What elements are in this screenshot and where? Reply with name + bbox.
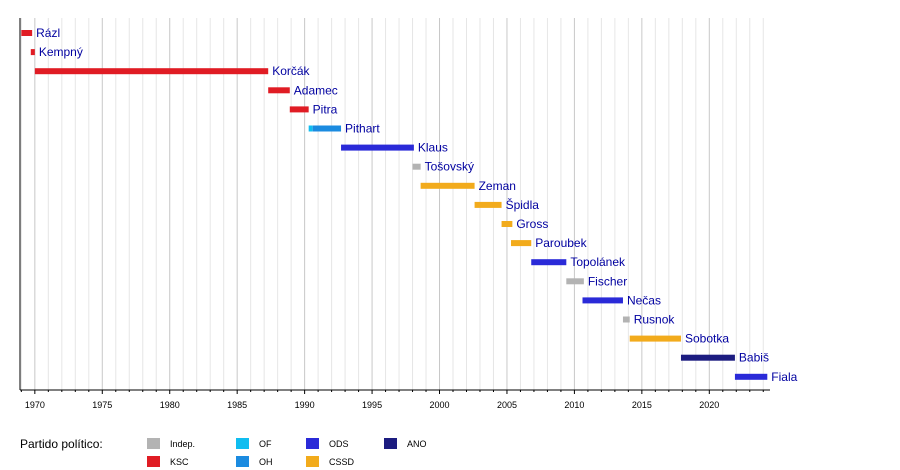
prime-minister-label: Tošovský	[425, 160, 474, 174]
legend-item: OF	[236, 438, 272, 449]
legend-swatch	[236, 456, 249, 467]
x-tick-label: 2005	[497, 400, 517, 410]
legend-item: ODS	[306, 438, 349, 449]
prime-minister-label: Topolánek	[570, 255, 626, 269]
legend-item: KSC	[147, 456, 189, 467]
x-tick-label: 2000	[429, 400, 449, 410]
legend-label: ODS	[329, 439, 349, 449]
prime-minister-label: Kempný	[39, 45, 83, 59]
prime-minister-label: Paroubek	[535, 236, 587, 250]
term-bar	[566, 278, 584, 285]
term-bar	[268, 87, 290, 94]
term-bar	[412, 163, 421, 170]
term-bar	[734, 373, 768, 380]
prime-minister-label: Adamec	[294, 83, 338, 97]
prime-minister-label: Gross	[516, 217, 548, 231]
legend-title: Partido político:	[20, 437, 103, 451]
legend-label: CSSD	[329, 457, 355, 467]
term-bar	[34, 68, 269, 75]
legend: Partido político: Indep. KSC OF OH ODS CSSD AN…	[20, 437, 427, 467]
prime-minister-label: Rázl	[36, 26, 60, 40]
term-bar	[622, 316, 630, 323]
legend-label: Indep.	[170, 439, 195, 449]
term-bar	[582, 297, 623, 304]
x-tick-label: 1970	[25, 400, 45, 410]
legend-swatch	[384, 438, 397, 449]
term-bar	[341, 144, 414, 151]
x-tick-label: 1980	[160, 400, 180, 410]
legend-swatch	[306, 456, 319, 467]
prime-minister-label: Rusnok	[634, 313, 676, 327]
legend-label: OH	[259, 457, 273, 467]
legend-item: Indep.	[147, 438, 195, 449]
bars-layer	[21, 30, 768, 380]
prime-minister-label: Pitra	[313, 102, 338, 116]
prime-minister-label: Babiš	[739, 351, 769, 365]
term-bar	[289, 106, 309, 113]
legend-label: KSC	[170, 457, 189, 467]
grid-layer	[19, 18, 764, 390]
x-tick-label: 1985	[227, 400, 247, 410]
prime-minister-label: Korčák	[272, 64, 310, 78]
prime-minister-label: Fiala	[771, 370, 797, 384]
term-bar	[474, 201, 502, 208]
prime-minister-label: Špidla	[506, 197, 540, 212]
term-bar	[308, 125, 313, 132]
term-bar	[531, 259, 567, 266]
x-tick-label: 1990	[295, 400, 315, 410]
legend-swatch	[147, 456, 160, 467]
legend-item: OH	[236, 456, 273, 467]
term-bar	[21, 30, 33, 36]
x-tick-label: 1995	[362, 400, 382, 410]
labels-layer: Rázl Kempný Korčák Adamec Pitra Pithart Klaus T…	[36, 26, 797, 384]
legend-swatch	[236, 438, 249, 449]
term-bar	[629, 335, 681, 342]
term-bar	[680, 354, 735, 361]
x-tick-label: 1975	[92, 400, 112, 410]
legend-swatch	[147, 438, 160, 449]
prime-minister-label: Nečas	[627, 293, 661, 307]
term-bar	[511, 240, 532, 247]
prime-minister-label: Fischer	[588, 274, 627, 288]
term-bar	[30, 49, 35, 56]
prime-minister-label: Sobotka	[685, 332, 729, 346]
legend-label: ANO	[407, 439, 427, 449]
legend-item: ANO	[384, 438, 427, 449]
term-bar	[312, 125, 342, 132]
x-tick-label: 2015	[632, 400, 652, 410]
prime-minister-label: Zeman	[479, 179, 516, 193]
x-tick-label: 2020	[699, 400, 719, 410]
prime-minister-label: Pithart	[345, 122, 380, 136]
legend-label: OF	[259, 439, 272, 449]
x-axis: 1970 1975 1980 1985 1990 1995 2000 2005 2010 2015…	[20, 389, 770, 410]
term-bar	[501, 221, 513, 227]
prime-minister-label: Klaus	[418, 141, 448, 155]
x-tick-label: 2010	[564, 400, 584, 410]
legend-item: CSSD	[306, 456, 355, 467]
term-bar	[420, 182, 475, 189]
legend-swatch	[306, 438, 319, 449]
